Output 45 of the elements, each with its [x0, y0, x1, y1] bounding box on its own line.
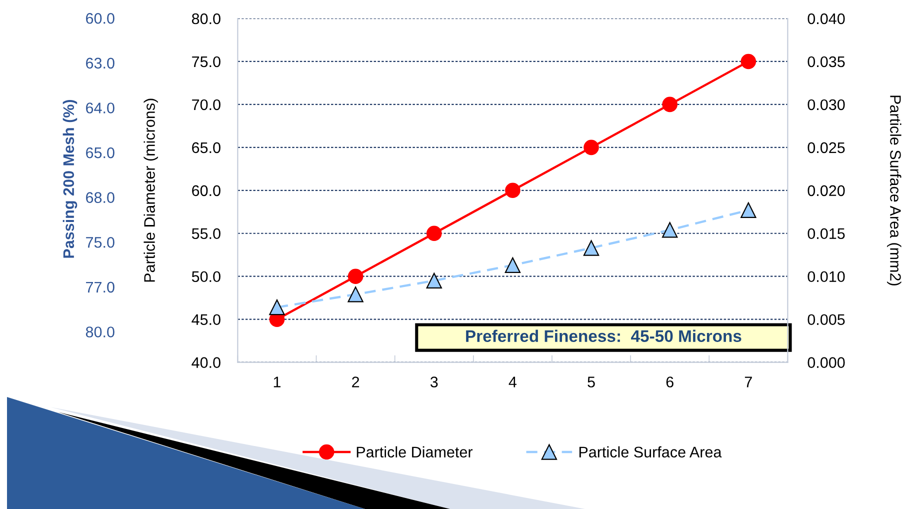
text: Passing 200 Mesh (%) — [62, 100, 78, 258]
y2-tick-label: 0.025 — [808, 142, 845, 154]
y2-tick-label: 0.010 — [808, 271, 845, 282]
point — [740, 54, 756, 70]
y-tick-label: 55.0 — [192, 228, 220, 240]
point — [740, 202, 756, 218]
legend-label: Particle Surface Area — [579, 446, 722, 458]
y-tick-label: 80.0 — [192, 13, 220, 24]
point — [662, 222, 678, 238]
y2-tick-label: 0.020 — [808, 185, 845, 196]
point — [426, 272, 442, 288]
x-tick-label: 2 — [352, 376, 360, 388]
point — [269, 299, 285, 316]
point — [348, 268, 364, 284]
y-tick-label: 65.0 — [192, 142, 220, 154]
point — [662, 96, 678, 112]
point — [348, 286, 364, 302]
y2-tick-label: 0.000 — [808, 357, 845, 368]
y2-tick-label: 0.005 — [808, 314, 845, 326]
y2-tick-label: 0.015 — [808, 228, 845, 240]
y-tick-label: 60.0 — [192, 185, 220, 196]
y2-tick-label: 0.030 — [808, 99, 845, 110]
x-tick-label: 6 — [666, 376, 674, 388]
point — [584, 140, 599, 156]
legend-label: Particle Diameter — [356, 446, 473, 458]
point — [583, 240, 600, 256]
x-tick-label: 3 — [430, 376, 438, 388]
point — [505, 182, 520, 198]
y-tick-label: 75.0 — [192, 56, 220, 68]
x-tick-label: 4 — [508, 376, 516, 388]
annotation: Preferred Fineness: 45-50 Microns — [466, 330, 742, 342]
y-tick-label: 40.0 — [192, 357, 220, 368]
text: 60.0 63.0 64.0 65.0 68.0 75.0 77.0 80.0 — [86, 12, 114, 338]
y-tick-label: 45.0 — [192, 314, 220, 326]
x-tick-label: 1 — [274, 376, 280, 388]
x-tick-label: 7 — [744, 376, 752, 388]
y-axis-title: Particle Diameter (microns) — [144, 98, 158, 282]
y2-axis-title: Particle Surface Area (mm2) — [887, 96, 902, 286]
y-tick-label: 70.0 — [192, 99, 220, 110]
y2-tick-label: 0.035 — [808, 56, 845, 68]
y2-tick-label: 0.040 — [808, 13, 845, 24]
point — [504, 257, 521, 274]
point — [426, 226, 442, 242]
y-tick-label: 50.0 — [192, 271, 220, 282]
x-tick-label: 5 — [588, 376, 595, 388]
